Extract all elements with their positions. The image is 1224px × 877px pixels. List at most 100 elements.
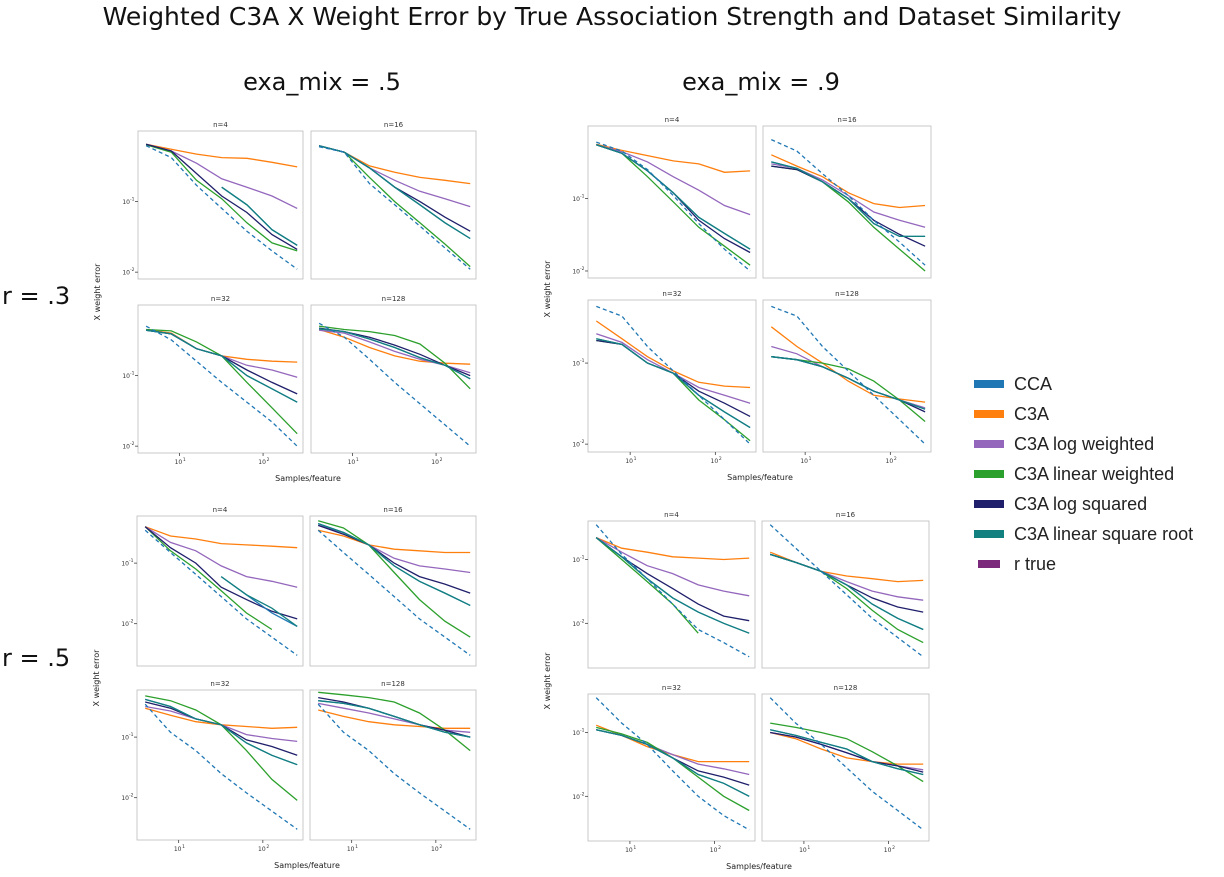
legend: CCA C3A C3A log weighted C3A linear weig…: [974, 369, 1193, 579]
panel-frame: [587, 693, 756, 842]
panel-title: n=32: [210, 680, 229, 688]
panel-title: n=4: [213, 506, 228, 514]
x-tick-exponent: 2: [718, 845, 721, 851]
y-tick-label: 10: [122, 444, 130, 451]
series-line-c3a-log-weighted: [595, 537, 750, 597]
y-tick-label: 10: [572, 196, 580, 203]
y-axis-label: X weight error: [92, 649, 101, 707]
x-tick-exponent: 1: [183, 457, 186, 463]
series-line-r-true: [145, 145, 298, 270]
series-line-c3a: [595, 536, 750, 561]
y-tick-exponent: -2: [130, 267, 135, 273]
column-title-exa-mix-9: exa_mix = .9: [682, 68, 840, 96]
series-line-r-true: [144, 529, 298, 656]
y-tick-label: 10: [121, 795, 129, 802]
panel-frame: [310, 130, 477, 280]
x-axis-label: Samples/feature: [275, 474, 341, 483]
y-axis-label: X weight error: [543, 260, 552, 318]
y-tick-exponent: -2: [130, 441, 135, 447]
series-line-c3a-linear-square-root: [146, 329, 298, 403]
panel-title: n=16: [383, 506, 403, 514]
x-tick-label: 10: [799, 847, 807, 854]
panel-title: n=4: [665, 116, 680, 124]
legend-item: C3A linear square root: [974, 519, 1193, 549]
legend-item: C3A log weighted: [974, 429, 1193, 459]
x-tick-exponent: 2: [894, 456, 897, 462]
series-line-c3a: [770, 731, 924, 765]
panel-frame: [136, 515, 304, 667]
x-tick-exponent: 1: [356, 457, 359, 463]
panel-title: n=32: [662, 290, 681, 298]
y-tick-exponent: -1: [130, 371, 135, 377]
figure-title: Weighted C3A X Weight Error by True Asso…: [102, 2, 1122, 31]
y-tick-label: 10: [122, 373, 130, 380]
y-tick-exponent: -2: [129, 793, 134, 799]
series-line-r-true: [145, 325, 298, 447]
legend-label: CCA: [1014, 373, 1053, 394]
legend-item: CCA: [974, 369, 1193, 399]
y-tick-label: 10: [572, 794, 580, 801]
y-tick-exponent: -1: [129, 558, 134, 564]
y-tick-label: 10: [122, 270, 130, 277]
legend-item: C3A linear weighted: [974, 459, 1193, 489]
series-line-c3a-linear-square-root: [318, 145, 471, 240]
x-tick-label: 10: [431, 846, 439, 853]
legend-swatch: [974, 440, 1004, 448]
y-tick-exponent: -1: [580, 358, 585, 364]
y-tick-label: 10: [572, 361, 580, 368]
series-line-c3a-linear-square-root: [596, 338, 751, 429]
series-line-c3a-linear-square-root: [317, 522, 471, 606]
x-axis-label: Samples/feature: [727, 473, 793, 482]
x-tick-label: 10: [175, 459, 183, 466]
series-line-c3a-log-squared: [770, 731, 924, 773]
series-line-c3a: [144, 526, 298, 549]
panel-title: n=32: [662, 684, 681, 692]
series-line-r-true: [595, 697, 750, 831]
x-tick-label: 10: [258, 459, 266, 466]
legend-label: C3A: [1014, 403, 1050, 424]
y-tick-exponent: -2: [129, 619, 134, 625]
series-line-c3a-linear-weighted: [145, 144, 298, 252]
legend-label: C3A linear weighted: [1014, 463, 1175, 484]
panel-title: n=4: [664, 511, 679, 519]
series-line-r-true: [144, 703, 298, 830]
y-tick-exponent: -2: [580, 439, 585, 445]
x-tick-exponent: 2: [440, 457, 443, 463]
legend-item: C3A log squared: [974, 489, 1193, 519]
y-tick-label: 10: [122, 199, 130, 206]
series-line-c3a-log-squared: [317, 524, 471, 594]
y-tick-exponent: -1: [580, 193, 585, 199]
x-tick-label: 10: [884, 847, 892, 854]
x-tick-exponent: 2: [892, 845, 895, 851]
series-line-c3a-linear-square-root: [595, 537, 750, 634]
panel-frame: [309, 689, 477, 841]
panel-frame: [136, 689, 304, 841]
series-line-c3a: [596, 143, 751, 173]
series-line-c3a-log-squared: [145, 143, 298, 250]
panel-frame: [587, 299, 757, 453]
series-line-c3a-linear-square-root: [770, 553, 924, 631]
y-tick-label: 10: [121, 735, 129, 742]
legend-swatch: [974, 530, 1004, 538]
series-line-r-true: [769, 697, 924, 831]
x-tick-label: 10: [258, 846, 266, 853]
legend-swatch: [974, 380, 1004, 388]
series-line-c3a: [145, 143, 298, 168]
series-line-c3a-linear-weighted: [595, 537, 699, 634]
series-line-c3a: [771, 154, 926, 209]
series-line-c3a-linear-square-root: [220, 576, 298, 627]
series-line-c3a: [318, 709, 471, 729]
series-line-c3a-linear-square-root: [770, 729, 924, 776]
panel-title: n=16: [837, 116, 857, 124]
panel-title: n=16: [836, 511, 856, 519]
series-line-r-true: [769, 524, 924, 658]
legend-item: C3A: [974, 399, 1193, 429]
legend-swatch: [978, 560, 1000, 568]
series-line-c3a-linear-weighted: [318, 520, 471, 638]
series-line-c3a-log-weighted: [144, 526, 298, 588]
legend-item: r true: [974, 549, 1193, 579]
y-axis-label: X weight error: [93, 263, 102, 321]
x-tick-label: 10: [347, 846, 355, 853]
series-line-c3a-linear-square-root: [221, 186, 298, 246]
